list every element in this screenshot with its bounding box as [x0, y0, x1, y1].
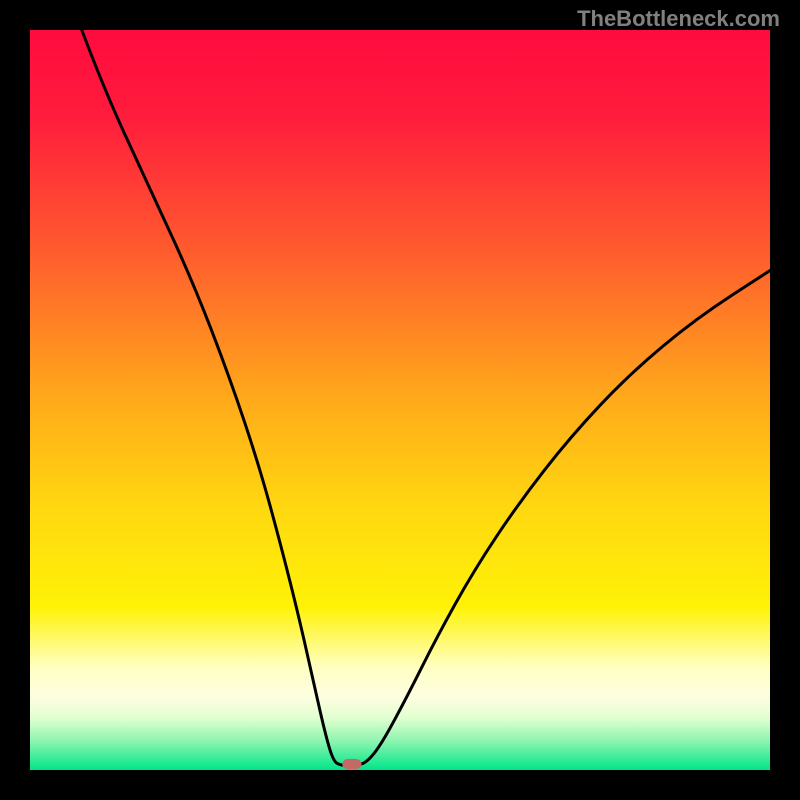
chart-plot-area — [30, 30, 770, 770]
watermark-label: TheBottleneck.com — [577, 6, 780, 32]
chart-container: TheBottleneck.com — [0, 0, 800, 800]
